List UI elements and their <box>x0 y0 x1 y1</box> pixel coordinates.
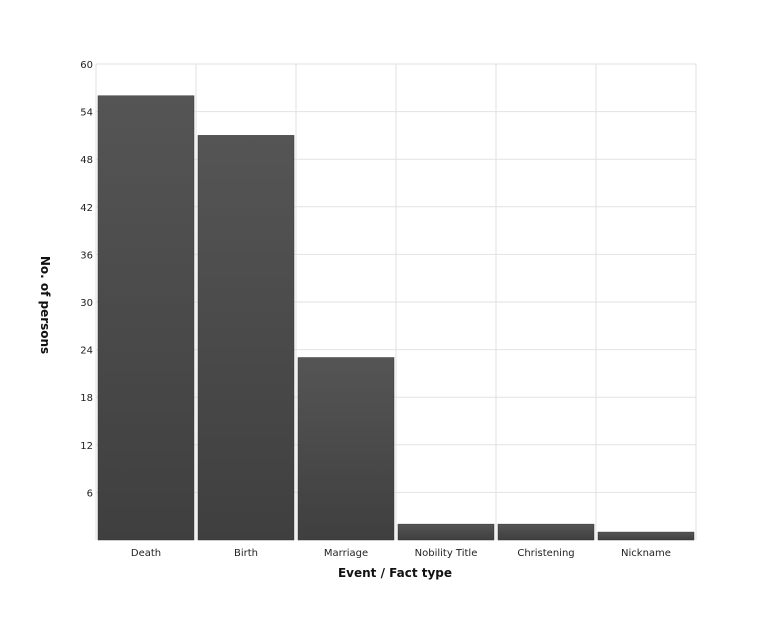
y-tick-label: 18 <box>80 393 93 404</box>
x-tick-label: Death <box>131 548 161 559</box>
y-tick-label: 12 <box>80 441 93 452</box>
y-axis-label: No. of persons <box>38 256 52 354</box>
x-tick-label: Nobility Title <box>415 548 478 559</box>
x-tick-label: Christening <box>517 548 574 559</box>
x-tick-label: Nickname <box>621 548 671 559</box>
bar-nickname <box>597 531 695 541</box>
y-tick-label: 36 <box>80 250 93 261</box>
y-tick-label: 24 <box>80 346 93 357</box>
bar-christening <box>497 523 595 541</box>
y-tick-label: 30 <box>80 298 93 309</box>
y-ticks: 6 12 18 24 30 36 42 48 54 60 <box>80 60 93 499</box>
bar-marriage <box>297 357 395 541</box>
bar-birth <box>197 135 295 541</box>
bar-death <box>97 95 195 541</box>
x-axis-label: Event / Fact type <box>338 566 452 580</box>
bar-nobility-title <box>397 523 495 541</box>
x-ticks: Death Birth Marriage Nobility Title Christen… <box>131 548 671 559</box>
x-tick-label: Marriage <box>324 548 368 559</box>
y-tick-label: 6 <box>87 488 93 499</box>
y-tick-label: 42 <box>80 203 93 214</box>
y-tick-label: 54 <box>80 108 93 119</box>
bars <box>97 95 695 541</box>
y-tick-label: 60 <box>80 60 93 71</box>
x-tick-label: Birth <box>234 548 258 559</box>
grid <box>95 63 697 540</box>
y-tick-label: 48 <box>80 155 93 166</box>
